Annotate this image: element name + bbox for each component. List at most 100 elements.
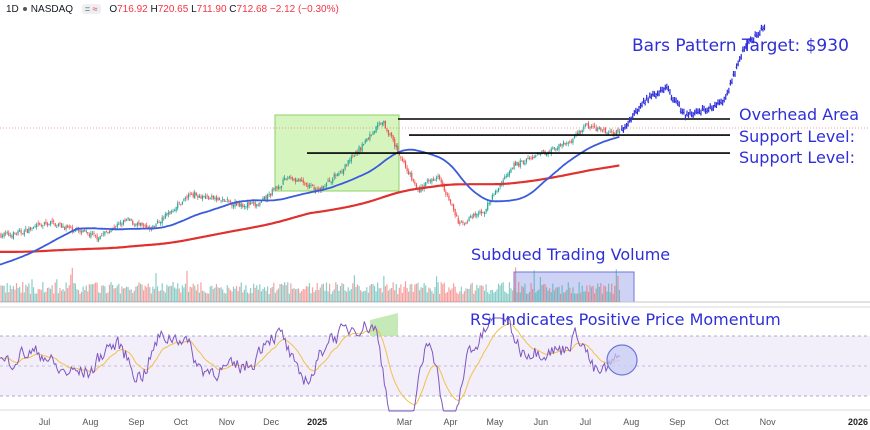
interval-label[interactable]: 1D [6, 4, 19, 15]
candle [17, 231, 19, 235]
exchange-label: NASDAQ [30, 4, 74, 15]
candle [70, 226, 72, 228]
volume-bar [618, 289, 621, 302]
candle [330, 182, 332, 184]
volume-bar [415, 283, 417, 302]
candle [268, 193, 270, 196]
candle [105, 231, 107, 233]
candle [53, 221, 55, 223]
volume-bar [325, 282, 328, 302]
volume-bar [215, 284, 218, 302]
candle [477, 213, 479, 215]
candle [561, 144, 563, 147]
x-tick-label: Jul [39, 417, 51, 427]
wave-icon[interactable]: ≈ [92, 4, 98, 14]
volume-bar [578, 282, 580, 302]
candle [200, 196, 202, 199]
volume-bar [449, 290, 452, 302]
candle [618, 131, 621, 133]
volume-bar [502, 282, 504, 302]
chart-header: 1D NASDAQ = ≈ O716.92 H720.65 L711.90 C71… [6, 4, 339, 15]
candle [141, 222, 143, 226]
candle [335, 175, 337, 177]
volume-bar [471, 282, 473, 302]
volume-bar [115, 288, 117, 302]
volume-bar [375, 291, 377, 302]
volume-bar [301, 290, 303, 302]
candle [603, 128, 605, 130]
volume-bar [339, 286, 342, 302]
volume-bar [474, 290, 476, 302]
candle [611, 131, 613, 132]
candle [256, 204, 258, 207]
candle [237, 203, 239, 205]
candle [245, 206, 247, 208]
candle [457, 217, 459, 224]
volume-bar [293, 288, 295, 302]
candle [284, 177, 286, 181]
volume-bar [68, 285, 70, 302]
volume-bar [581, 285, 583, 302]
candle [349, 160, 351, 162]
volume-bar [460, 286, 462, 302]
candle [229, 201, 231, 203]
rsi-highlight-circle [606, 344, 638, 376]
volume-bar [218, 288, 221, 302]
volume-bar [144, 285, 146, 302]
volume-bar [191, 287, 193, 302]
volume-bar [308, 283, 311, 302]
candle [307, 184, 309, 187]
volume-bar [350, 288, 352, 302]
candle [395, 145, 397, 148]
volume-bar [228, 287, 230, 302]
volume-bar [417, 282, 419, 302]
candle [553, 147, 555, 149]
volume-bar [125, 286, 128, 302]
rsi-ma-line [0, 322, 621, 406]
volume-bar [443, 282, 445, 302]
volume-bar [327, 291, 329, 302]
volume-bar [150, 293, 152, 302]
volume-bar [383, 275, 385, 302]
volume-bar [318, 290, 320, 302]
candle [96, 235, 98, 240]
volume-bar [118, 283, 120, 302]
x-tick-label: Nov [760, 417, 777, 427]
volume-bar [54, 282, 56, 302]
candle [391, 132, 393, 137]
volume-bar [445, 292, 447, 302]
candle [161, 217, 163, 224]
candle [152, 225, 154, 230]
volume-bar [234, 288, 236, 302]
volume-bar [521, 285, 523, 302]
volume-bar [336, 284, 338, 302]
candle [370, 134, 373, 136]
candle [84, 229, 86, 232]
candle [62, 226, 64, 228]
equals-icon[interactable]: = [84, 4, 91, 14]
candle [403, 160, 405, 163]
candle [183, 198, 185, 201]
candle [302, 179, 304, 183]
indicator-toggle-buttons[interactable]: = ≈ [81, 4, 101, 14]
candle [108, 231, 111, 234]
volume-bar [282, 285, 284, 302]
candle [174, 210, 176, 212]
volume-bar [93, 283, 95, 302]
grid-lines [0, 127, 870, 411]
candle [239, 202, 241, 207]
candle [577, 132, 579, 135]
volume-bar [501, 283, 503, 302]
candle [338, 172, 340, 176]
volume-bar [496, 289, 498, 302]
volume-bar [251, 292, 253, 302]
candle [186, 196, 188, 198]
volume-bar [487, 292, 489, 302]
candle [54, 223, 56, 227]
volume-bar [305, 286, 307, 302]
volume-bar [539, 277, 541, 302]
candle [9, 235, 11, 237]
volume-bar [156, 286, 159, 302]
volume-bar [456, 292, 458, 302]
